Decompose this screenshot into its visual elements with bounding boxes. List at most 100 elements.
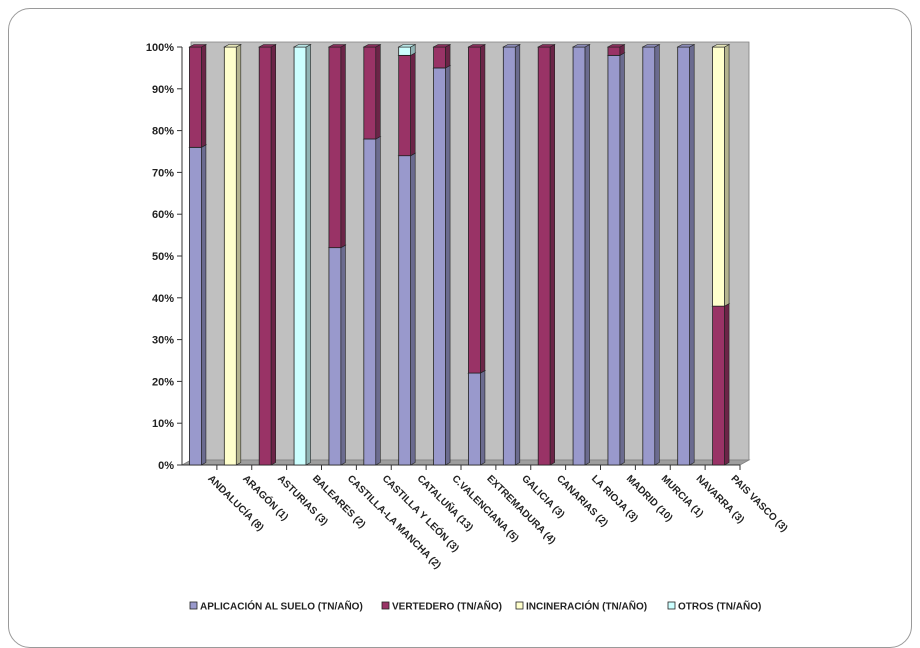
bar-segment — [467, 370, 487, 466]
bar-side — [654, 43, 660, 466]
bar-segment — [571, 43, 591, 466]
bar-top — [327, 44, 347, 48]
bar-front — [468, 372, 481, 466]
bar-side — [340, 244, 346, 466]
bar-segment — [467, 43, 487, 374]
bar-top — [676, 44, 696, 48]
bar-front — [398, 155, 412, 466]
bar-segment — [432, 64, 452, 466]
bar-front — [363, 138, 377, 466]
y-tick-label: 60% — [152, 209, 174, 221]
legend-box — [185, 597, 805, 615]
x-category-label: ANDALUCÍA (8) — [205, 472, 267, 534]
bar-segment — [397, 52, 417, 157]
bar-front — [677, 46, 691, 466]
y-tick-label: 10% — [152, 418, 174, 430]
bar-segment — [327, 244, 347, 466]
bar-side — [410, 52, 416, 157]
bar-side — [445, 43, 451, 69]
bar-front — [363, 46, 377, 140]
bar-front — [398, 54, 412, 157]
bar-side — [724, 303, 730, 466]
bar-side — [480, 43, 486, 374]
bar-front — [607, 54, 621, 466]
y-tick-label: 90% — [152, 84, 174, 96]
y-tick-label: 40% — [152, 293, 174, 305]
bar-front — [572, 46, 586, 466]
bar-segment — [711, 43, 731, 307]
bar-top — [432, 44, 452, 48]
bar-top — [223, 44, 242, 48]
bar-segment — [711, 303, 731, 466]
bar-side — [375, 135, 381, 466]
legend: APLICACIÓN AL SUELO (TN/AÑO) VERTEDERO (T… — [185, 597, 805, 615]
bar-top — [467, 44, 487, 48]
bar-front — [712, 46, 725, 307]
bar-side — [619, 52, 625, 466]
bar-segment — [258, 43, 277, 466]
bar-top — [292, 44, 312, 48]
bar-side — [445, 64, 451, 466]
bar-side — [270, 43, 276, 466]
y-tick-label: 100% — [146, 42, 174, 54]
bar-side — [201, 144, 207, 466]
bar-front — [328, 247, 342, 466]
legend-swatch — [667, 601, 676, 610]
legend-swatch — [189, 601, 198, 610]
bar-segment — [432, 43, 452, 69]
bar-top — [397, 44, 417, 48]
bar-side — [236, 43, 242, 466]
x-category-label: PAIS VASCO (3) — [728, 473, 789, 534]
y-tick-label: 30% — [152, 335, 174, 347]
bar-segment — [292, 43, 312, 466]
bar-side — [549, 43, 555, 466]
legend-label: APLICACIÓN AL SUELO (TN/AÑO) — [200, 600, 363, 613]
bar-side — [305, 43, 311, 466]
bar-top — [362, 44, 382, 48]
bar-top — [711, 44, 731, 48]
y-tick-label: 50% — [152, 251, 174, 263]
bar-side — [724, 43, 730, 307]
bar-segment — [397, 43, 417, 56]
bar-segment — [676, 43, 696, 466]
bar-top — [641, 44, 661, 48]
bar-segment — [606, 52, 626, 466]
bar-front — [223, 46, 237, 466]
bar-segment — [362, 43, 382, 140]
bar-front — [607, 46, 621, 56]
x-category-label: EXTREMADURA (4) — [484, 473, 557, 546]
bar-top — [606, 44, 626, 48]
y-tick-label: 0% — [158, 460, 174, 472]
bar-side — [340, 43, 346, 249]
bar-side — [375, 43, 381, 140]
legend-label: INCINERACIÓN (TN/AÑO) — [526, 600, 647, 613]
bar-front — [433, 67, 446, 466]
bar-segment — [327, 43, 347, 249]
bar-segment — [537, 43, 556, 466]
x-category-label: C.VALENCIANA (5) — [449, 473, 520, 544]
bar-segment — [362, 135, 382, 466]
bar-segment — [502, 43, 521, 466]
bar-segment — [641, 43, 661, 466]
bar-front — [189, 146, 202, 466]
y-tick-label: 20% — [152, 376, 174, 388]
bar-segment — [188, 144, 208, 466]
bar-front — [502, 46, 516, 466]
bar-front — [258, 46, 272, 466]
bar-side — [480, 370, 486, 466]
bar-top — [502, 44, 521, 48]
bar-front — [398, 46, 412, 56]
bar-front — [293, 46, 307, 466]
bar-segment — [223, 43, 242, 466]
bar-side — [584, 43, 590, 466]
bar-front — [468, 46, 481, 374]
bar-top — [188, 44, 208, 48]
bar-front — [433, 46, 446, 69]
legend-swatch — [515, 601, 524, 610]
legend-label: VERTEDERO (TN/AÑO) — [392, 600, 502, 613]
legend-label: OTROS (TN/AÑO) — [678, 600, 761, 613]
y-tick-label: 80% — [152, 126, 174, 138]
bar-front — [189, 46, 202, 148]
bar-front — [642, 46, 656, 466]
bar-segment — [606, 43, 626, 56]
